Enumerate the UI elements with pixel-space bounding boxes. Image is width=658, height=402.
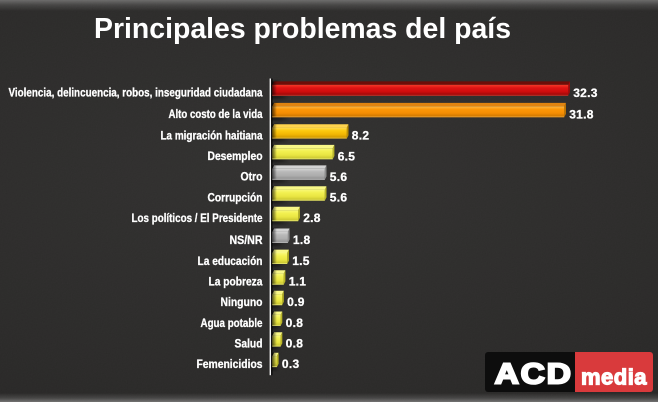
svg-text:La pobreza: La pobreza bbox=[209, 275, 263, 289]
svg-text:Los políticos / El Presidente: Los políticos / El Presidente bbox=[132, 211, 263, 225]
svg-text:5.6: 5.6 bbox=[330, 170, 348, 184]
svg-text:8.2: 8.2 bbox=[352, 129, 370, 143]
svg-text:Corrupción: Corrupción bbox=[208, 191, 263, 205]
svg-text:1.5: 1.5 bbox=[292, 254, 310, 268]
svg-text:0.8: 0.8 bbox=[286, 316, 304, 330]
svg-text:6.5: 6.5 bbox=[338, 149, 356, 163]
svg-text:Principales problemas del país: Principales problemas del país bbox=[94, 13, 511, 45]
svg-text:Otro: Otro bbox=[241, 170, 263, 184]
svg-text:1.8: 1.8 bbox=[293, 233, 311, 247]
svg-text:Femenicidios: Femenicidios bbox=[197, 357, 263, 371]
svg-text:Salud: Salud bbox=[235, 337, 263, 351]
svg-text:Desempleo: Desempleo bbox=[208, 149, 263, 163]
svg-text:NS/NR: NS/NR bbox=[230, 233, 263, 247]
svg-text:5.6: 5.6 bbox=[330, 191, 348, 205]
svg-text:La educación: La educación bbox=[198, 254, 263, 268]
svg-text:32.3: 32.3 bbox=[573, 86, 598, 100]
svg-text:2.8: 2.8 bbox=[303, 211, 321, 225]
svg-text:Violencia, delincuencia, robos: Violencia, delincuencia, robos, inseguri… bbox=[9, 86, 263, 100]
svg-text:Ninguno: Ninguno bbox=[221, 295, 263, 309]
svg-text:0.3: 0.3 bbox=[282, 357, 300, 371]
svg-text:0.8: 0.8 bbox=[286, 337, 304, 351]
svg-text:Alto costo de la vida: Alto costo de la vida bbox=[169, 107, 263, 121]
svg-text:La migración haitiana: La migración haitiana bbox=[161, 129, 263, 143]
svg-text:31.8: 31.8 bbox=[569, 107, 594, 121]
svg-text:0.9: 0.9 bbox=[287, 295, 305, 309]
svg-text:Agua potable: Agua potable bbox=[201, 316, 263, 330]
svg-text:1.1: 1.1 bbox=[289, 275, 307, 289]
